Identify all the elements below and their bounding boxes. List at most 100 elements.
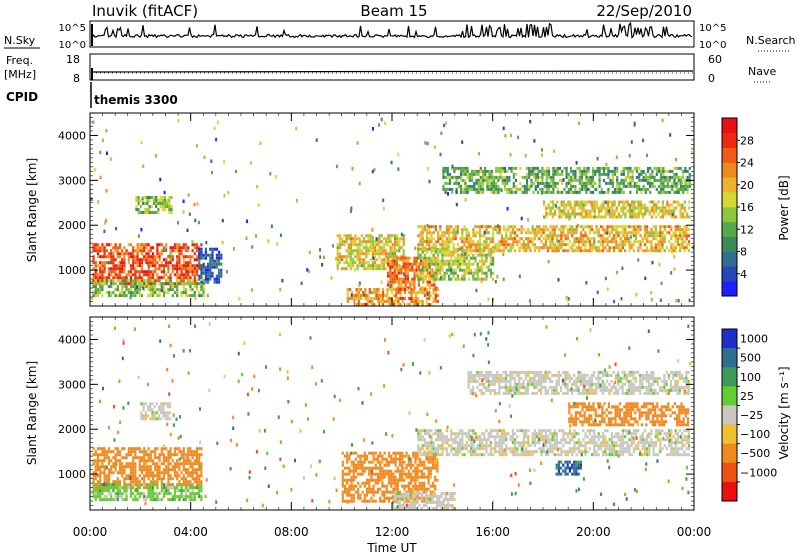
heatmap-cell xyxy=(374,264,377,268)
heatmap-cell xyxy=(406,259,409,263)
heatmap-cell xyxy=(582,215,585,219)
heatmap-cell xyxy=(180,273,183,277)
heatmap-cell xyxy=(195,279,199,283)
heatmap-cell xyxy=(187,273,190,277)
heatmap-cell xyxy=(602,228,605,232)
heatmap-cell xyxy=(615,228,618,232)
heatmap-speckle xyxy=(605,231,608,235)
heatmap-cell xyxy=(560,200,563,204)
heatmap-cell xyxy=(343,466,347,470)
heatmap-cell xyxy=(101,450,104,454)
heatmap-speckle xyxy=(295,126,298,131)
heatmap-cell xyxy=(369,240,372,244)
heatmap-cell xyxy=(545,209,548,213)
heatmap-cell xyxy=(419,253,422,257)
heatmap-cell xyxy=(107,252,111,256)
heatmap-cell xyxy=(555,234,558,238)
heatmap-cell xyxy=(160,264,163,268)
heatmap-cell xyxy=(613,166,617,170)
heatmap-cell xyxy=(584,215,587,219)
heatmap-cell xyxy=(107,492,111,496)
heatmap-cell xyxy=(193,471,196,475)
heatmap-cell xyxy=(156,273,159,277)
heatmap-cell xyxy=(616,187,619,191)
heatmap-cell xyxy=(147,276,150,280)
heatmap-cell xyxy=(347,261,350,265)
heatmap-cell xyxy=(467,277,470,281)
heatmap-cell xyxy=(348,493,351,497)
heatmap-cell xyxy=(361,490,364,494)
heatmap-cell xyxy=(547,166,551,170)
heatmap-cell xyxy=(467,231,470,235)
heatmap-cell xyxy=(354,463,358,467)
heatmap-cell xyxy=(125,462,128,466)
heatmap-cell xyxy=(613,225,616,229)
heatmap-cell xyxy=(187,450,190,454)
heatmap-cell xyxy=(370,475,373,479)
heatmap-cell xyxy=(218,271,221,275)
heatmap-cell xyxy=(565,190,568,194)
heatmap-speckle xyxy=(623,202,626,207)
heatmap-cell xyxy=(413,277,416,281)
heatmap-cell xyxy=(643,237,646,241)
heatmap-cell xyxy=(646,206,649,210)
heatmap-cell xyxy=(112,450,115,454)
heatmap-cell xyxy=(569,166,573,170)
heatmap-cell xyxy=(346,300,349,303)
heatmap-cell xyxy=(453,166,456,170)
heatmap-cell xyxy=(686,215,689,219)
heatmap-cell xyxy=(595,231,598,235)
heatmap-cell xyxy=(608,225,611,229)
heatmap-cell xyxy=(105,249,108,253)
freq-label: Freq. xyxy=(6,54,33,67)
heatmap-cell xyxy=(173,468,177,472)
heatmap-cell xyxy=(147,453,150,457)
heatmap-cell xyxy=(558,228,561,232)
heatmap-cell xyxy=(657,243,660,247)
colorbar-swatch xyxy=(722,132,737,148)
heatmap-cell xyxy=(406,271,409,275)
heatmap-cell xyxy=(454,247,457,251)
heatmap-cell xyxy=(649,175,652,179)
heatmap-cell xyxy=(672,243,675,247)
heatmap-cell xyxy=(368,466,371,470)
heatmap-cell xyxy=(433,283,436,287)
heatmap-cell xyxy=(558,190,562,194)
heatmap-cell xyxy=(367,264,370,268)
heatmap-cell xyxy=(483,249,486,253)
heatmap-cell xyxy=(439,250,442,254)
heatmap-cell xyxy=(383,499,386,503)
heatmap-cell xyxy=(352,240,355,244)
heatmap-cell xyxy=(631,184,634,188)
heatmap-cell xyxy=(455,175,458,179)
heatmap-cell xyxy=(459,178,463,182)
heatmap-cell xyxy=(96,465,100,469)
heatmap-cell xyxy=(635,175,639,179)
heatmap-cell xyxy=(193,246,196,250)
heatmap-cell xyxy=(672,212,675,216)
heatmap-cell xyxy=(441,268,444,272)
heatmap-speckle xyxy=(424,141,427,145)
heatmap-cell xyxy=(571,209,574,213)
heatmap-cell xyxy=(602,169,606,173)
heatmap-cell xyxy=(116,264,119,268)
heatmap-cell xyxy=(587,187,590,191)
heatmap-cell xyxy=(377,303,380,306)
heatmap-cell xyxy=(129,468,133,472)
heatmap-cell xyxy=(127,282,130,286)
heatmap-cell xyxy=(166,205,169,208)
heatmap-cell xyxy=(439,262,442,266)
heatmap-cell xyxy=(566,237,569,241)
heatmap-cell xyxy=(520,225,523,229)
heatmap-cell xyxy=(391,280,394,284)
heatmap-cell xyxy=(575,231,578,235)
heatmap-cell xyxy=(616,178,619,182)
heatmap-cell xyxy=(594,172,597,176)
heatmap-cell xyxy=(394,475,397,479)
heatmap-cell xyxy=(611,184,614,188)
heatmap-cell xyxy=(501,166,504,170)
heatmap-cell xyxy=(349,240,352,244)
heatmap-cell xyxy=(542,246,545,250)
heatmap-cell xyxy=(591,178,595,182)
heatmap-cell xyxy=(591,172,595,176)
